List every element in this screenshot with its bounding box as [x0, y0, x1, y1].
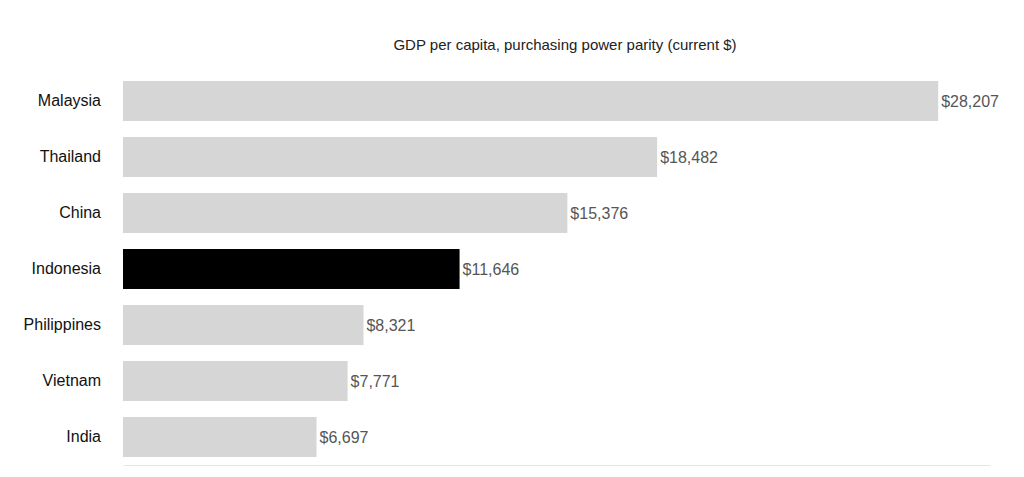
bar — [123, 249, 460, 289]
y-axis: Malaysia Thailand China Indonesia Philippine… — [24, 92, 101, 445]
y-tick-label: Philippines — [24, 316, 101, 333]
y-tick-label: China — [59, 204, 101, 221]
title: GDP per capita, purchasing power parity … — [393, 36, 736, 53]
bar — [123, 137, 657, 177]
chart: GDP per capita, purchasing power parity … — [0, 0, 1024, 477]
bar — [123, 305, 363, 345]
data-label: $7,771 — [351, 373, 400, 390]
y-tick: Indonesia — [32, 260, 101, 277]
y-tick: China — [59, 204, 101, 221]
y-tick: Vietnam — [43, 372, 101, 389]
y-tick: Malaysia — [38, 92, 101, 109]
data-label: $8,321 — [366, 317, 415, 334]
data-label: $28,207 — [941, 93, 999, 110]
data-label: $6,697 — [320, 429, 369, 446]
y-tick-label: Malaysia — [38, 92, 101, 109]
y-tick-label: Vietnam — [43, 372, 101, 389]
data-label: $11,646 — [463, 261, 520, 278]
bars — [123, 81, 938, 457]
bar — [123, 81, 938, 121]
x-axis-line — [124, 465, 991, 466]
y-tick-label: Indonesia — [32, 260, 101, 277]
data-labels: $28,207 $18,482 $15,376 $11,646 $8,321 $7,771… — [320, 93, 1000, 446]
data-label: $15,376 — [570, 205, 628, 222]
y-tick: Philippines — [24, 316, 101, 333]
x-axis — [124, 465, 991, 466]
y-tick-label: India — [66, 428, 101, 445]
y-tick-label: Thailand — [40, 148, 101, 165]
y-tick: India — [66, 428, 101, 445]
y-tick: Thailand — [40, 148, 101, 165]
bar — [123, 193, 567, 233]
data-label: $18,482 — [660, 149, 718, 166]
bar — [123, 417, 317, 457]
bar — [123, 361, 348, 401]
